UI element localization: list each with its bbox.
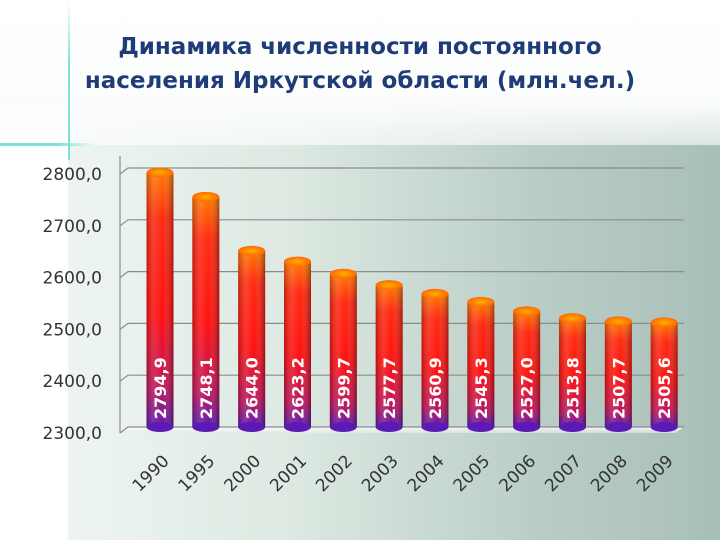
left-strip bbox=[0, 145, 68, 540]
bar bbox=[604, 316, 632, 432]
bar bbox=[192, 191, 220, 432]
bar-value-label: 2527,0 bbox=[518, 357, 537, 419]
bar-cap bbox=[375, 280, 403, 291]
bar-value-label: 2644,0 bbox=[243, 357, 262, 419]
bar-cap bbox=[513, 306, 541, 317]
y-tick-label: 2300,0 bbox=[43, 424, 102, 444]
bar-base bbox=[421, 422, 449, 432]
bar bbox=[329, 268, 357, 432]
bar-cap bbox=[421, 288, 449, 299]
x-tick-label: 2002 bbox=[312, 451, 357, 496]
bar bbox=[238, 245, 266, 432]
bar-shading bbox=[559, 318, 586, 427]
bar-base bbox=[467, 422, 495, 432]
bar bbox=[467, 296, 495, 432]
x-tick-label: 1990 bbox=[129, 451, 174, 496]
y-tick-label: 2500,0 bbox=[43, 320, 102, 340]
x-tick-label: 2009 bbox=[633, 451, 678, 496]
chart-title-line-1: Динамика численности постоянного bbox=[118, 34, 602, 60]
bar-shading bbox=[192, 196, 220, 427]
y-tick-label: 2600,0 bbox=[43, 269, 102, 289]
gridline bbox=[119, 426, 684, 434]
gridline bbox=[119, 167, 684, 175]
bar-value-label: 2599,7 bbox=[334, 357, 353, 419]
x-tick-label: 2008 bbox=[587, 451, 632, 496]
bar-cap bbox=[238, 245, 266, 256]
x-tick-label: 2006 bbox=[495, 451, 540, 496]
gridline bbox=[119, 374, 684, 382]
y-tick-label: 2400,0 bbox=[43, 372, 102, 392]
bar-value-label: 2577,7 bbox=[380, 357, 399, 419]
chart-title-line-2: населения Иркутской области (млн.чел.) bbox=[84, 68, 636, 94]
bar-cap bbox=[467, 296, 495, 307]
bar-cap bbox=[329, 268, 357, 279]
gridline bbox=[119, 322, 684, 330]
bar-shading bbox=[421, 293, 449, 427]
y-tick-label: 2700,0 bbox=[43, 217, 102, 237]
bar-base bbox=[375, 422, 403, 432]
bar-shading bbox=[375, 285, 403, 427]
bar bbox=[375, 280, 403, 432]
bar bbox=[650, 317, 678, 432]
bar-cap bbox=[650, 317, 678, 328]
bar-shading bbox=[146, 172, 174, 427]
bar-base bbox=[146, 422, 174, 432]
x-tick-label: 2000 bbox=[220, 451, 265, 496]
x-tick-label: 2005 bbox=[450, 451, 495, 496]
bar bbox=[513, 306, 541, 432]
bar-shading bbox=[329, 273, 357, 427]
y-tick-label: 2800,0 bbox=[43, 165, 102, 185]
bar-base bbox=[559, 422, 586, 432]
bar-shading bbox=[467, 301, 495, 427]
x-tick-label: 2003 bbox=[358, 451, 403, 496]
bar bbox=[421, 288, 449, 432]
bar-shading bbox=[513, 311, 541, 427]
bar-shading bbox=[238, 250, 266, 427]
bar-shading bbox=[650, 322, 678, 427]
bar-shading bbox=[284, 261, 311, 427]
x-tick-label: 2007 bbox=[541, 451, 586, 496]
bar-base bbox=[604, 422, 632, 432]
bar-value-label: 2748,1 bbox=[197, 357, 216, 419]
bar-base bbox=[329, 422, 357, 432]
bar-cap bbox=[604, 316, 632, 327]
bar-value-label: 2507,7 bbox=[609, 357, 628, 419]
bar-shading bbox=[604, 321, 632, 427]
gridline bbox=[119, 271, 684, 279]
header-band bbox=[0, 0, 720, 145]
bar-value-label: 2505,6 bbox=[655, 357, 674, 419]
bar-base bbox=[284, 422, 311, 432]
decor-vertical-line bbox=[68, 0, 70, 160]
bar-base bbox=[238, 422, 266, 432]
x-tick-label: 2004 bbox=[404, 451, 449, 496]
gridline bbox=[119, 219, 684, 227]
bar bbox=[284, 256, 311, 432]
bar-value-label: 2560,9 bbox=[426, 357, 445, 419]
bar bbox=[146, 167, 174, 432]
bar-value-label: 2545,3 bbox=[472, 357, 491, 419]
bar-base bbox=[192, 422, 220, 432]
bar-cap bbox=[146, 167, 174, 178]
x-tick-label: 2001 bbox=[266, 451, 311, 496]
bar-cap bbox=[559, 313, 586, 324]
bar-cap bbox=[192, 191, 220, 202]
bar-base bbox=[513, 422, 541, 432]
decor-horizontal-line bbox=[0, 143, 95, 146]
bar-value-label: 2513,8 bbox=[564, 357, 583, 419]
bar-cap bbox=[284, 256, 311, 267]
chart-title: Динамика численности постоянного населен… bbox=[0, 30, 720, 98]
bar-value-label: 2623,2 bbox=[289, 357, 308, 419]
bar bbox=[559, 313, 586, 432]
bar-base bbox=[650, 422, 678, 432]
bar-value-label: 2794,9 bbox=[151, 357, 170, 419]
x-tick-label: 1995 bbox=[175, 451, 220, 496]
